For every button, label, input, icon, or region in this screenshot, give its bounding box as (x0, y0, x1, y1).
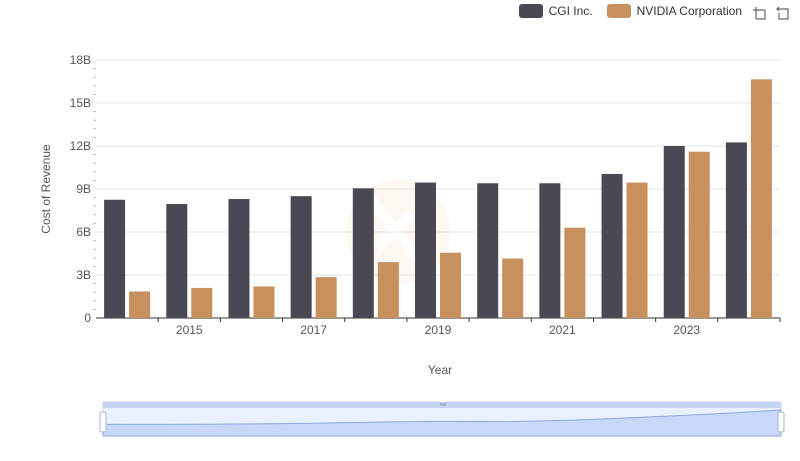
y-tick-label: 6B (76, 225, 91, 239)
bar-nvidia (253, 286, 275, 318)
y-tick-label: 15B (70, 96, 91, 110)
x-tick-label: 2019 (425, 323, 452, 337)
bar-cgi (539, 183, 561, 318)
slider-handle-right (777, 411, 785, 433)
bar-nvidia (564, 227, 586, 318)
y-tick-label: 0 (84, 311, 91, 325)
x-tick-label: 2017 (300, 323, 327, 337)
slider-selected-range (103, 402, 781, 436)
bar-nvidia (502, 258, 524, 318)
bar-nvidia (688, 151, 710, 318)
legend-swatch-nvidia (606, 4, 631, 18)
y-tick-label: 18B (70, 53, 91, 67)
slider-handle-left (99, 411, 107, 433)
zoom-icon[interactable] (752, 6, 766, 20)
legend-label-cgi: CGI Inc. (548, 4, 593, 18)
x-tick-label: 2021 (549, 323, 576, 337)
bar-cgi (290, 196, 312, 318)
toolbox (752, 6, 790, 20)
bar-cgi (477, 183, 499, 318)
x-axis-label: Year (428, 363, 452, 377)
bar-cgi (415, 182, 436, 318)
bar-cgi (166, 204, 188, 318)
bar-nvidia (626, 182, 648, 318)
bar-cgi (352, 188, 374, 318)
slider-grip (440, 403, 446, 406)
bar-nvidia (129, 291, 151, 318)
bar-nvidia (440, 252, 461, 318)
restore-icon[interactable] (776, 6, 790, 20)
legend-item-cgi[interactable]: CGI Inc. (518, 4, 593, 18)
bar-nvidia (750, 79, 772, 318)
y-tick-label: 3B (76, 268, 91, 282)
bar-cgi (725, 142, 747, 318)
bar-nvidia (377, 262, 399, 318)
legend-label-nvidia: NVIDIA Corporation (636, 4, 742, 18)
bar-cgi (663, 146, 685, 318)
bar-cgi (228, 199, 250, 318)
bar-nvidia (191, 287, 213, 318)
bars (104, 79, 772, 318)
bar-cgi (601, 173, 623, 318)
data-zoom-slider[interactable] (99, 401, 785, 437)
x-axis: 2015 2017 2019 2021 2023 (157, 318, 781, 337)
legend-item-nvidia[interactable]: NVIDIA Corporation (606, 4, 742, 18)
x-tick-label: 2015 (176, 323, 203, 337)
legend-swatch-cgi (518, 4, 543, 18)
bar-nvidia (315, 277, 337, 318)
legend: CGI Inc. NVIDIA Corporation (518, 4, 742, 18)
grid-lines (96, 59, 780, 319)
y-axis-label: Cost of Revenue (39, 144, 53, 234)
bar-cgi (104, 199, 126, 318)
y-axis: 0 3B 6B 9B 12B 15B 18B (70, 53, 96, 325)
x-tick-label: 2023 (673, 323, 700, 337)
y-tick-label: 12B (70, 139, 91, 153)
y-tick-label: 9B (76, 182, 91, 196)
